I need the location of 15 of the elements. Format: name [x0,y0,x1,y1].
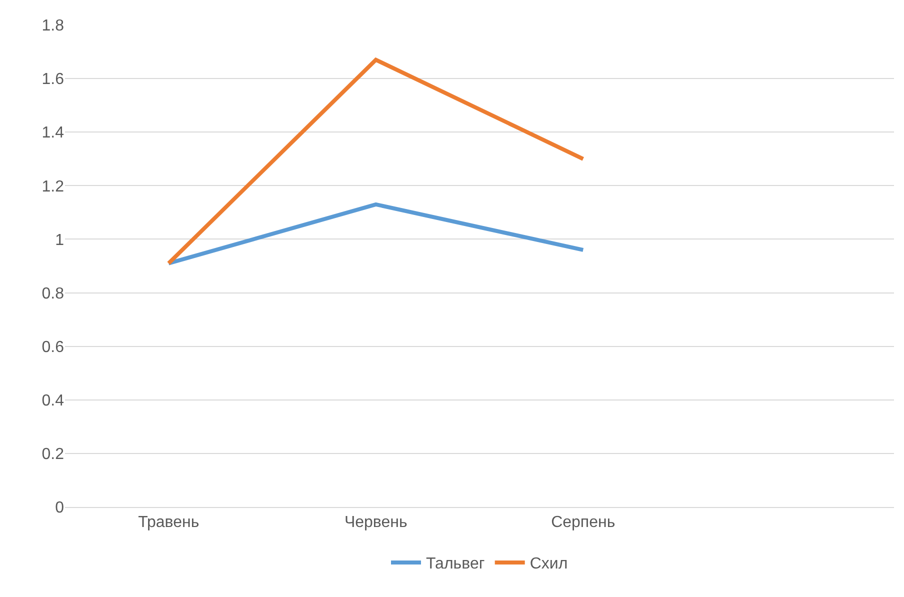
x-tick-label: Червень [344,514,408,532]
y-tick-label: 1.4 [42,124,64,142]
y-tick-label: 1.6 [42,71,64,88]
legend-label: Схил [530,556,568,573]
x-tick-label: Травень [138,514,200,532]
y-tick-label: 0.6 [42,338,64,356]
y-tick-label: 0.8 [42,285,64,302]
y-tick-label: 0 [55,500,64,517]
x-tick-label: Серпень [551,514,616,532]
y-tick-label: 1 [55,232,64,249]
y-tick-label: 0.4 [42,392,64,410]
y-tick-label: 0.2 [42,446,64,464]
legend-label: Тальвег [426,556,485,573]
y-tick-label: 1.2 [42,178,64,196]
y-tick-label: 1.8 [42,18,64,35]
